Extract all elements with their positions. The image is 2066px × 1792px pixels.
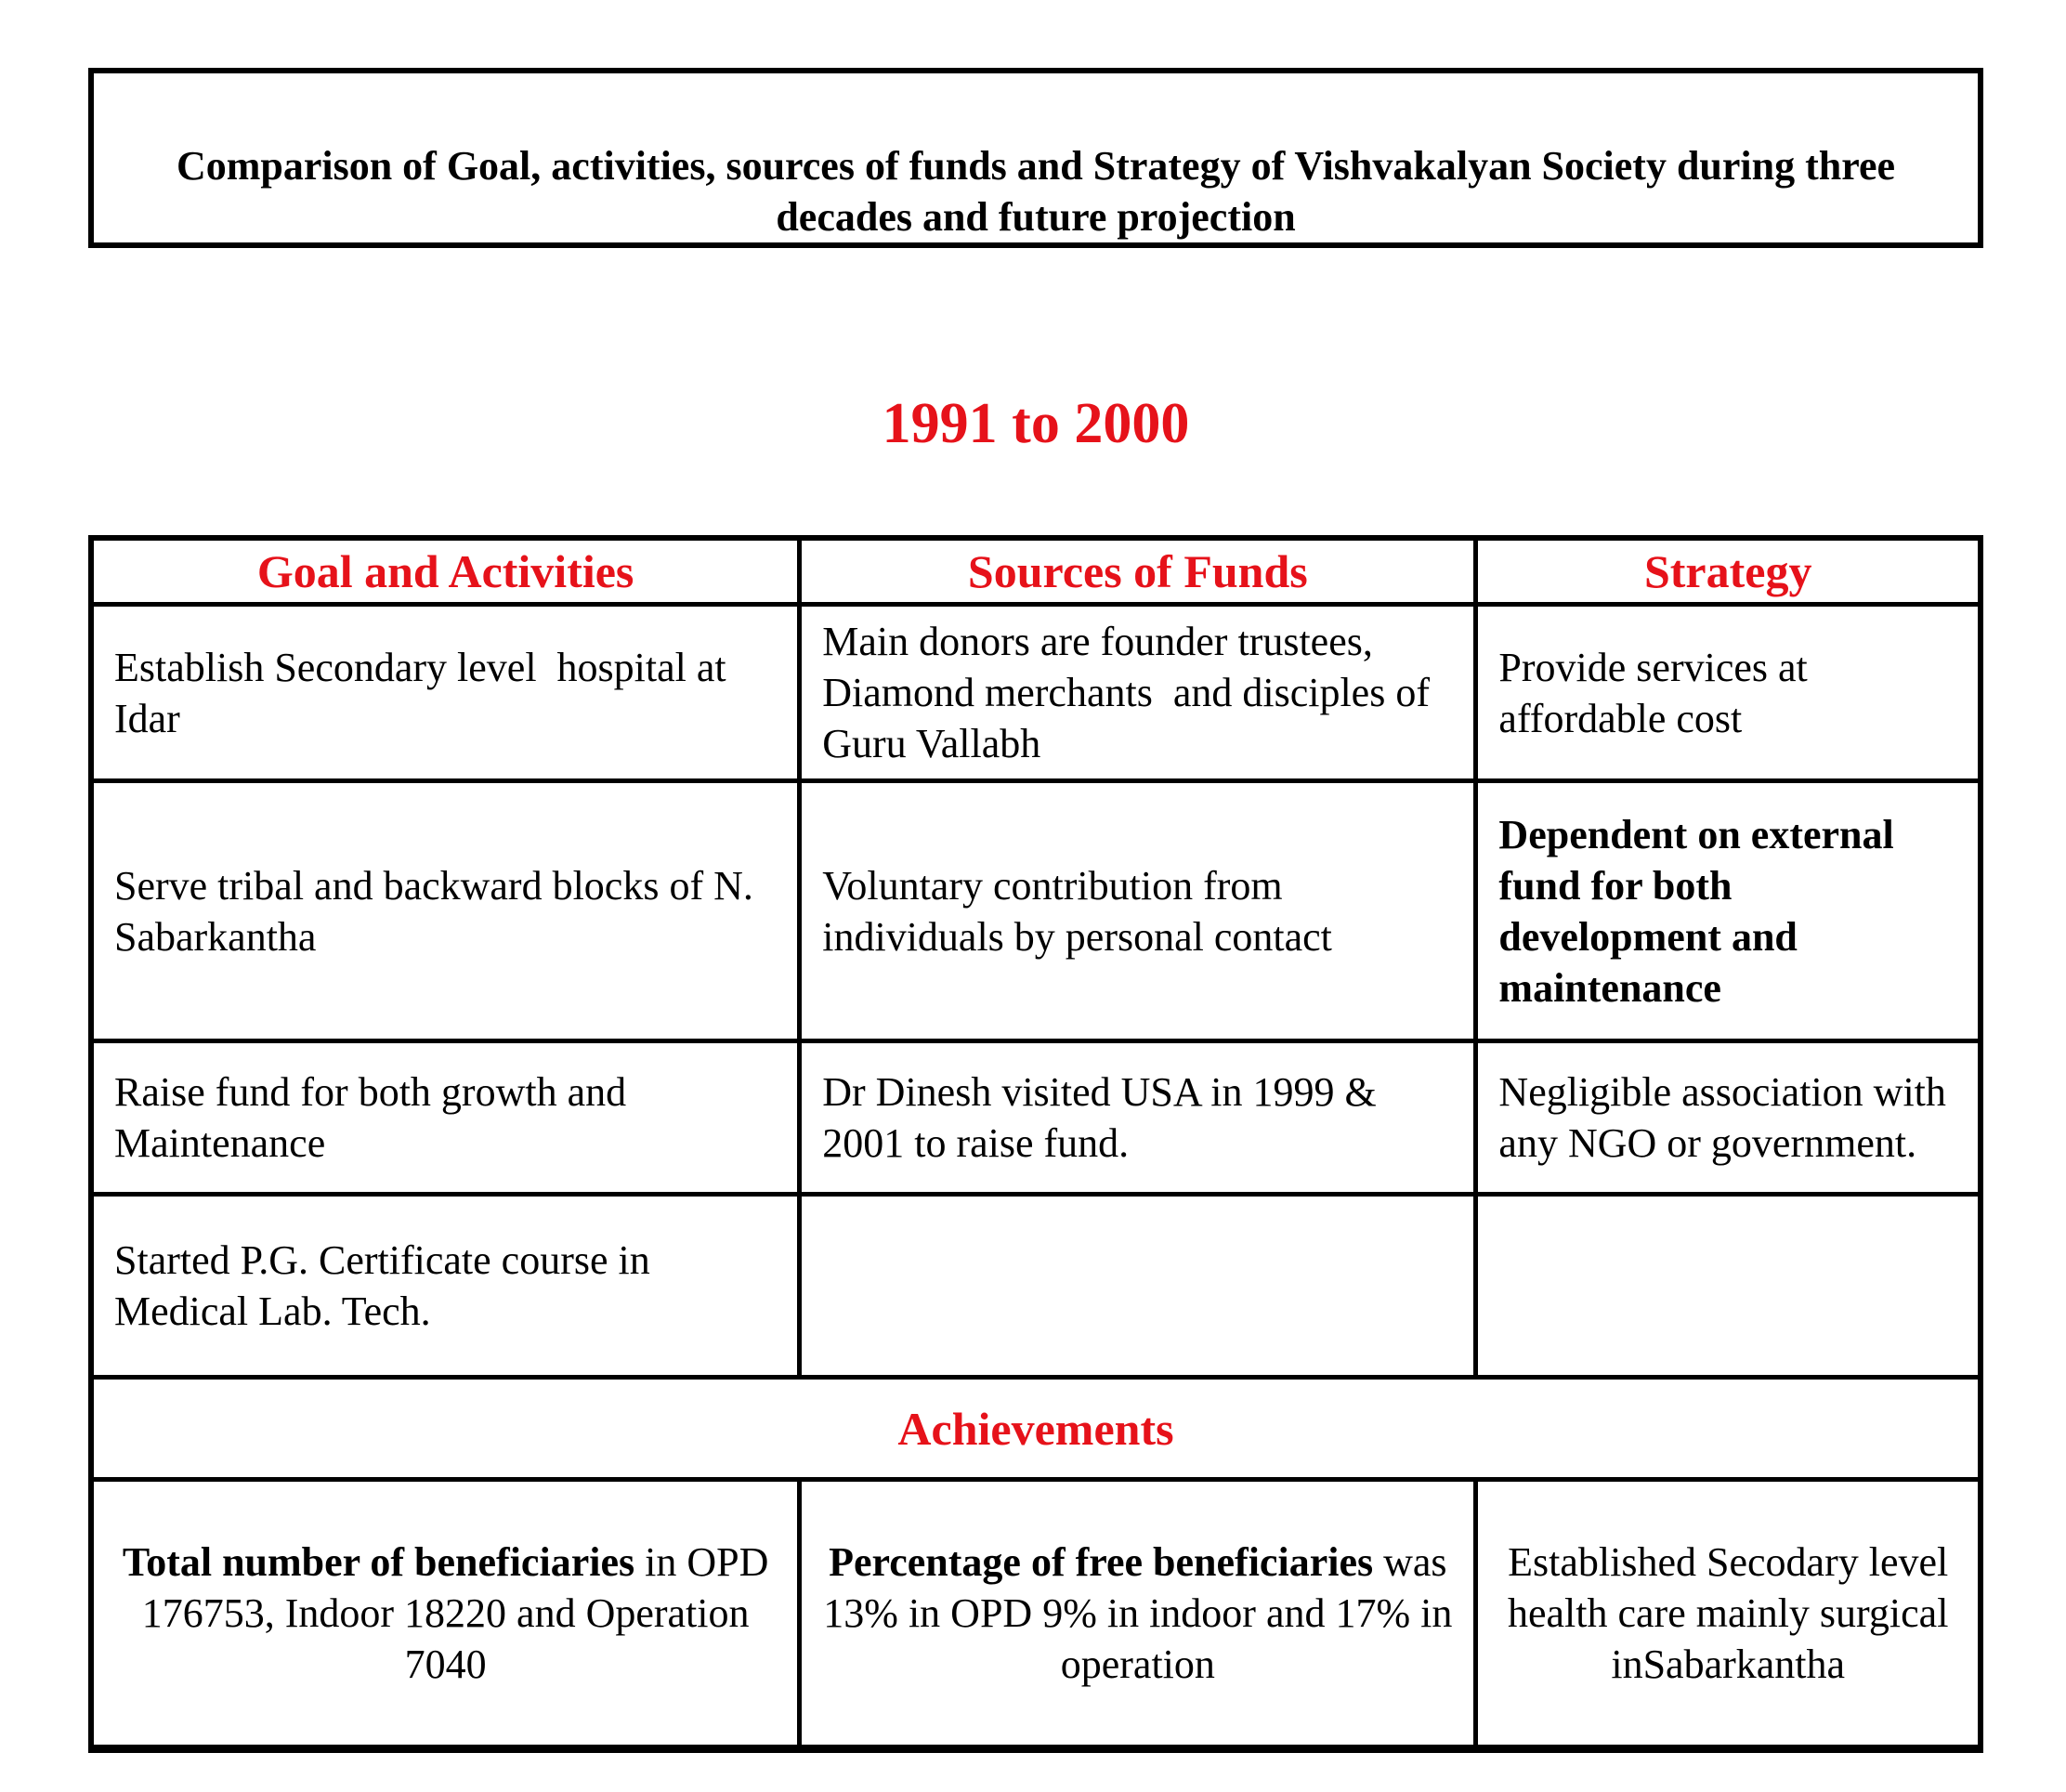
table-row: Started P.G. Certificate course in Medic… (88, 1192, 1983, 1380)
achievements-header: Achievements (88, 1375, 1983, 1482)
achievement-rest: in OPD 176753, Indoor 18220 and Operatio… (141, 1539, 779, 1687)
achievements-row: Total number of beneficiaries in OPD 176… (88, 1477, 1983, 1751)
page-title: Comparison of Goal, activities, sources … (176, 143, 1896, 240)
cell-goal-serve-tribal-blocks: Serve tribal and backward blocks of N. S… (88, 778, 803, 1043)
achievement-rest: was 13% in OPD 9% in indoor and 17% in o… (823, 1539, 1463, 1687)
cell-achievement-free-beneficiaries: Percentage of free beneficiaries was 13%… (797, 1477, 1479, 1751)
achievement-rest: Established Secodary level health care m… (1507, 1539, 1969, 1687)
table-row: Establish Secondary level hospital at Id… (88, 602, 1983, 783)
header-row: Goal and Activities Sources of Funds Str… (88, 535, 1983, 607)
cell-funds-main-donors: Main donors are founder trustees, Diamon… (797, 602, 1479, 783)
table-row: Serve tribal and backward blocks of N. S… (88, 778, 1983, 1043)
column-header-goal-and-activities: Goal and Activities (88, 535, 803, 607)
title-box: Comparison of Goal, activities, sources … (88, 68, 1983, 248)
table-row: Raise fund for both growth and Maintenan… (88, 1039, 1983, 1197)
achievement-bold-lead: Percentage of free beneficiaries (829, 1539, 1374, 1585)
period-heading: 1991 to 2000 (882, 392, 1190, 455)
cell-funds-voluntary-contribution: Voluntary contribution from individuals … (797, 778, 1479, 1043)
cell-goal-pg-certificate-course: Started P.G. Certificate course in Medic… (88, 1192, 803, 1380)
cell-achievement-secondary-health-care: Established Secodary level health care m… (1473, 1477, 1983, 1751)
cell-strategy-affordable-cost: Provide services at affordable cost (1473, 602, 1983, 783)
cell-funds-dr-dinesh-usa: Dr Dinesh visited USA in 1999 & 2001 to … (797, 1039, 1479, 1197)
column-header-sources-of-funds: Sources of Funds (797, 535, 1479, 607)
cell-goal-establish-hospital: Establish Secondary level hospital at Id… (88, 602, 803, 783)
comparison-table: Goal and Activities Sources of Funds Str… (88, 535, 1983, 1753)
achievement-bold-lead: Total number of beneficiaries (122, 1539, 635, 1585)
column-header-strategy: Strategy (1473, 535, 1983, 607)
page-content: Comparison of Goal, activities, sources … (88, 0, 1983, 1753)
cell-achievement-total-beneficiaries: Total number of beneficiaries in OPD 176… (88, 1477, 803, 1751)
cell-strategy-negligible-association: Negligible association with any NGO or g… (1473, 1039, 1983, 1197)
cell-strategy-dependent-external-fund: Dependent on external fund for both deve… (1473, 778, 1983, 1043)
achievements-header-row: Achievements (88, 1375, 1983, 1482)
cell-goal-raise-fund: Raise fund for both growth and Maintenan… (88, 1039, 803, 1197)
cell-strategy-empty (1473, 1192, 1983, 1380)
cell-funds-empty (797, 1192, 1479, 1380)
